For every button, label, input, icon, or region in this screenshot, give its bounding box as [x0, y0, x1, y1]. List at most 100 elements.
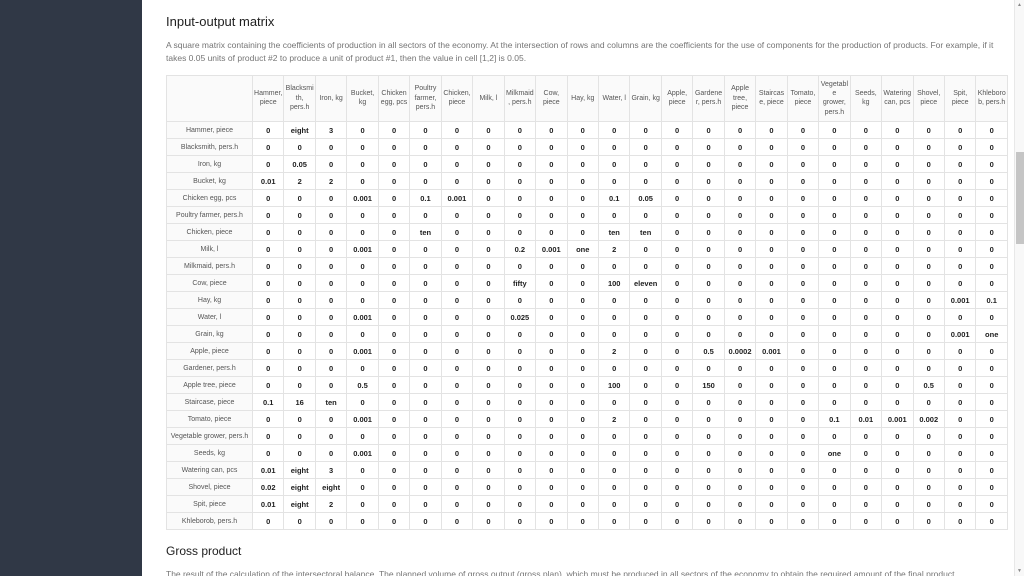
- matrix-cell: 0: [943, 257, 977, 276]
- matrix-cell: 0: [346, 495, 379, 514]
- matrix-cell: 0: [440, 495, 474, 514]
- matrix-cell: 0: [283, 223, 316, 242]
- matrix-cell: 0: [251, 240, 285, 259]
- matrix-cell: 3: [314, 461, 348, 480]
- matrix-cell: 0: [503, 172, 537, 191]
- matrix-cell: 0: [629, 512, 662, 531]
- matrix-cell: 0: [818, 427, 851, 446]
- matrix-cell: 0: [535, 223, 568, 242]
- table-row: Khleborob, pers.h 0 0 0 0 0 0 0 0 0 0 0 0 0 0 0 0 0 0 0 0 0 0 0…: [166, 512, 1008, 531]
- vertical-scrollbar[interactable]: ▲ ▼: [1014, 0, 1024, 576]
- matrix-cell: 0: [723, 274, 757, 293]
- matrix-cell: 0: [881, 325, 914, 344]
- matrix-cell: 0: [881, 291, 914, 310]
- matrix-cell: 0: [629, 461, 662, 480]
- matrix-cell: 0: [660, 291, 694, 310]
- matrix-cell: 0: [251, 376, 285, 395]
- matrix-cell: 0: [346, 206, 379, 225]
- matrix-cell: 0: [975, 495, 1008, 514]
- matrix-cell: 0: [849, 274, 883, 293]
- row-label: Vegetable grower, pers.h: [166, 427, 253, 446]
- matrix-cell: 0: [912, 495, 945, 514]
- matrix-cell: 0: [409, 393, 442, 412]
- matrix-cell: 0: [283, 308, 316, 327]
- sidebar-nav[interactable]: [0, 0, 142, 576]
- matrix-cell: 0: [314, 444, 348, 463]
- matrix-cell: 0: [535, 274, 568, 293]
- matrix-cell: 0: [660, 308, 694, 327]
- matrix-cell: 0: [818, 495, 851, 514]
- matrix-cell: 0: [660, 223, 694, 242]
- matrix-cell: 0.001: [346, 444, 379, 463]
- matrix-cell: 0: [943, 223, 977, 242]
- scroll-down-arrow-icon[interactable]: ▼: [1017, 568, 1022, 574]
- matrix-cell: 0: [912, 155, 945, 174]
- matrix-cell: 0: [692, 359, 725, 378]
- matrix-cell: 0: [566, 308, 599, 327]
- matrix-cell: 100: [597, 376, 631, 395]
- matrix-cell: one: [975, 325, 1008, 344]
- matrix-cell: 0: [975, 240, 1008, 259]
- matrix-cell: 0: [943, 495, 977, 514]
- matrix-cell: 0: [786, 223, 820, 242]
- matrix-cell: 0: [251, 444, 285, 463]
- matrix-cell: 0: [409, 172, 442, 191]
- matrix-cell: 0: [975, 427, 1008, 446]
- matrix-cell: 0: [566, 427, 599, 446]
- matrix-cell: 0: [535, 342, 568, 361]
- table-row: Milkmaid, pers.h 0 0 0 0 0 0 0 0 0 0 0 0 0 0 0 0 0 0 0 0 0 0 0 0: [166, 257, 1008, 276]
- matrix-cell: 0: [409, 478, 442, 497]
- scrollbar-thumb[interactable]: [1016, 152, 1024, 244]
- matrix-cell: 0: [755, 410, 788, 429]
- matrix-cell: 0: [283, 376, 316, 395]
- matrix-cell: 0: [251, 257, 285, 276]
- matrix-cell: 0: [503, 325, 537, 344]
- matrix-cell: 0: [692, 427, 725, 446]
- matrix-cell: 0: [912, 240, 945, 259]
- matrix-cell: 0: [943, 274, 977, 293]
- matrix-cell: 0: [472, 189, 505, 208]
- column-header: Bucket, kg: [346, 74, 379, 123]
- matrix-cell: 0: [975, 444, 1008, 463]
- matrix-cell: 0: [786, 427, 820, 446]
- matrix-cell: 0: [912, 342, 945, 361]
- matrix-cell: 0: [535, 512, 568, 531]
- matrix-cell: 0: [472, 325, 505, 344]
- table-row: Staircase, piece 0.1 16 ten 0 0 0 0 0 0 0 0 0 0 0 0 0 0 0 0…: [166, 393, 1008, 412]
- matrix-cell: 0: [849, 478, 883, 497]
- matrix-cell: 0: [566, 495, 599, 514]
- matrix-cell: 0: [975, 393, 1008, 412]
- matrix-cell: fifty: [503, 274, 537, 293]
- matrix-cell: 0: [755, 461, 788, 480]
- matrix-cell: 0: [535, 172, 568, 191]
- matrix-cell: 0: [314, 410, 348, 429]
- matrix-cell: 0: [597, 206, 631, 225]
- matrix-cell: 0: [503, 478, 537, 497]
- matrix-cell: 0: [251, 291, 285, 310]
- matrix-cell: 0: [755, 512, 788, 531]
- matrix-cell: 0: [818, 359, 851, 378]
- matrix-cell: 0: [723, 172, 757, 191]
- column-header: Poultry farmer, pers.h: [409, 74, 442, 123]
- matrix-cell: 0.001: [535, 240, 568, 259]
- matrix-cell: 0: [692, 206, 725, 225]
- matrix-cell: 0: [692, 461, 725, 480]
- scroll-up-arrow-icon[interactable]: ▲: [1017, 2, 1022, 8]
- matrix-cell: 0: [660, 189, 694, 208]
- matrix-cell: 0: [472, 444, 505, 463]
- matrix-cell: 0: [409, 240, 442, 259]
- matrix-cell: 0: [377, 427, 411, 446]
- matrix-cell: 0: [629, 240, 662, 259]
- matrix-cell: 0.001: [346, 189, 379, 208]
- matrix-cell: 0.001: [755, 342, 788, 361]
- matrix-cell: 0: [314, 342, 348, 361]
- matrix-cell: 0: [912, 461, 945, 480]
- matrix-cell: 0: [377, 444, 411, 463]
- matrix-cell: 0: [943, 376, 977, 395]
- matrix-cell: 0: [629, 206, 662, 225]
- matrix-cell: eight: [283, 495, 316, 514]
- matrix-cell: 0: [975, 257, 1008, 276]
- column-header: Staircase, piece: [755, 74, 788, 123]
- matrix-cell: 0: [943, 172, 977, 191]
- matrix-cell: 0: [849, 206, 883, 225]
